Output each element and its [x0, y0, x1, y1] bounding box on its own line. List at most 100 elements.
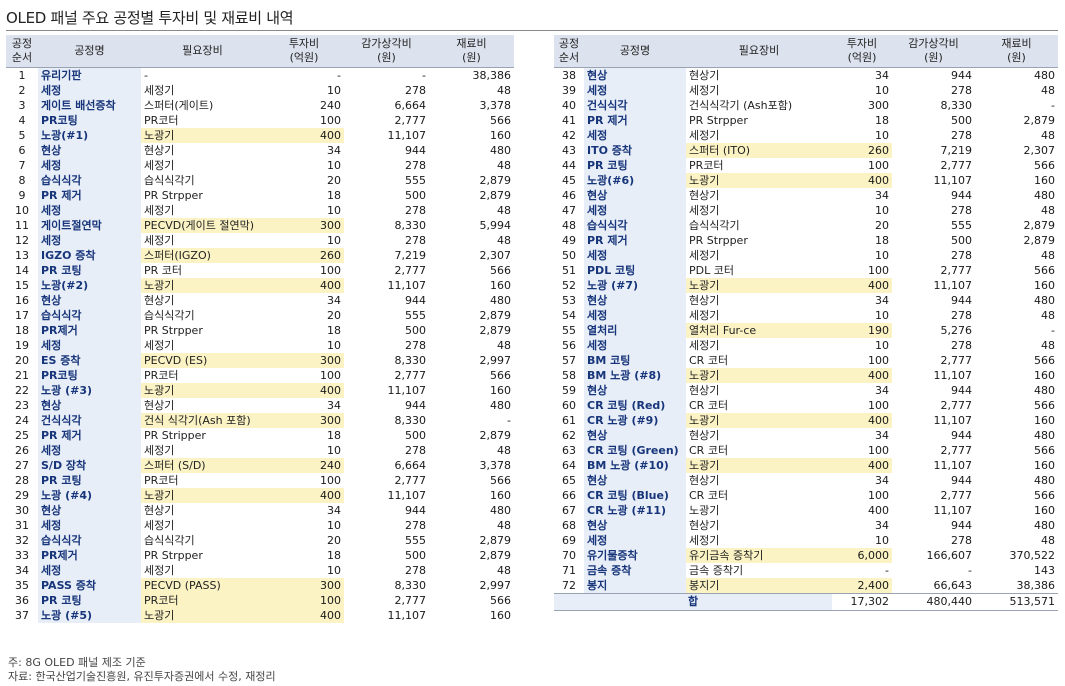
process-name-cell: PR코팅 [38, 113, 141, 128]
table-row: 11 게이트절연막 PECVD(게이트 절연막) 300 8,330 5,994 [6, 218, 514, 233]
equipment-cell: PR코터 [686, 158, 832, 173]
material-cost-cell: - [975, 98, 1058, 113]
process-name-cell: 현상 [584, 293, 686, 308]
material-cost-cell: 48 [975, 83, 1058, 98]
equipment-cell: 현상기 [141, 398, 264, 413]
investment-cell: 10 [264, 338, 344, 353]
material-cost-cell: 566 [975, 158, 1058, 173]
process-seq-cell: 62 [554, 428, 584, 443]
depreciation-cell: 11,107 [344, 608, 429, 623]
table-header-row: 공정 순서 공정명 필요장비 투자비 (억원) 감가상각비 (원) 재료비 (원) [6, 35, 514, 68]
process-name-cell: 현상 [584, 67, 686, 83]
depreciation-cell: 944 [892, 67, 975, 83]
material-cost-cell: 160 [429, 128, 514, 143]
process-name-cell: 현상 [584, 518, 686, 533]
equipment-cell: 세정기 [686, 83, 832, 98]
material-cost-cell: 160 [429, 278, 514, 293]
material-cost-cell: 480 [975, 67, 1058, 83]
header-invest: 투자비 (억원) [832, 35, 892, 68]
equipment-cell: 건식 식각기(Ash 포함) [141, 413, 264, 428]
equipment-cell: 세정기 [686, 533, 832, 548]
equipment-cell: 세정기 [141, 338, 264, 353]
depreciation-cell: 8,330 [344, 218, 429, 233]
investment-cell: 100 [832, 398, 892, 413]
investment-cell: 100 [832, 353, 892, 368]
process-seq-cell: 5 [6, 128, 38, 143]
material-cost-cell: 566 [975, 353, 1058, 368]
material-cost-cell: 2,997 [429, 353, 514, 368]
depreciation-cell: 8,330 [344, 578, 429, 593]
table-row: 6 현상 현상기 34 944 480 [6, 143, 514, 158]
table-row: 25 PR 제거 PR Stripper 18 500 2,879 [6, 428, 514, 443]
equipment-cell: PECVD (PASS) [141, 578, 264, 593]
process-seq-cell: 61 [554, 413, 584, 428]
depreciation-cell: 278 [892, 128, 975, 143]
material-cost-cell: 2,879 [975, 218, 1058, 233]
material-cost-cell: 480 [429, 398, 514, 413]
process-seq-cell: 4 [6, 113, 38, 128]
depreciation-cell: 11,107 [892, 368, 975, 383]
material-cost-cell: 48 [429, 518, 514, 533]
investment-cell: 100 [832, 488, 892, 503]
table-row: 32 습식식각 습식식각기 20 555 2,879 [6, 533, 514, 548]
process-name-cell: PR 코팅 [584, 158, 686, 173]
investment-cell: 100 [832, 158, 892, 173]
process-seq-cell: 31 [6, 518, 38, 533]
process-name-cell: PASS 증착 [38, 578, 141, 593]
process-seq-cell: 52 [554, 278, 584, 293]
depreciation-cell: 6,664 [344, 458, 429, 473]
equipment-cell: 세정기 [141, 443, 264, 458]
equipment-cell: 열처리 Fur-ce [686, 323, 832, 338]
process-name-cell: PR 제거 [584, 113, 686, 128]
investment-cell: 20 [264, 308, 344, 323]
header-equip: 필요장비 [686, 35, 832, 68]
process-name-cell: 세정 [584, 248, 686, 263]
process-seq-cell: 32 [6, 533, 38, 548]
equipment-cell: PR코터 [141, 473, 264, 488]
depreciation-cell: 278 [892, 308, 975, 323]
material-cost-cell: 566 [429, 593, 514, 608]
table-row: 17 습식식각 습식식각기 20 555 2,879 [6, 308, 514, 323]
process-name-cell: CR 코팅 (Blue) [584, 488, 686, 503]
material-cost-cell: 48 [429, 443, 514, 458]
process-seq-cell: 35 [6, 578, 38, 593]
process-seq-cell: 71 [554, 563, 584, 578]
equipment-cell: 노광기 [686, 458, 832, 473]
equipment-cell: 습식식각기 [141, 173, 264, 188]
process-name-cell: CR 코팅 (Red) [584, 398, 686, 413]
equipment-cell: 세정기 [141, 203, 264, 218]
material-cost-cell: 48 [429, 563, 514, 578]
table-row: 52 노광 (#7) 노광기 400 11,107 160 [554, 278, 1058, 293]
depreciation-cell: 6,664 [344, 98, 429, 113]
process-seq-cell: 42 [554, 128, 584, 143]
material-cost-cell: 480 [975, 188, 1058, 203]
equipment-cell: PR 코터 [141, 263, 264, 278]
material-cost-cell: 48 [975, 338, 1058, 353]
process-seq-cell: 47 [554, 203, 584, 218]
investment-cell: 240 [264, 98, 344, 113]
table-row: 24 건식식각 건식 식각기(Ash 포함) 300 8,330- [6, 413, 514, 428]
equipment-cell: 현상기 [686, 293, 832, 308]
table-row: 30 현상 현상기 34 944 480 [6, 503, 514, 518]
investment-cell: 10 [832, 338, 892, 353]
depreciation-cell: 555 [344, 533, 429, 548]
process-seq-cell: 51 [554, 263, 584, 278]
material-cost-cell: 566 [429, 473, 514, 488]
material-cost-cell: 160 [975, 413, 1058, 428]
depreciation-cell: 278 [344, 158, 429, 173]
investment-cell: 10 [264, 158, 344, 173]
depreciation-cell: 8,330 [344, 413, 429, 428]
process-name-cell: PR제거 [38, 323, 141, 338]
process-seq-cell: 28 [6, 473, 38, 488]
equipment-cell: CR 코터 [686, 398, 832, 413]
process-seq-cell: 14 [6, 263, 38, 278]
table-row: 62 현상 현상기 34 944 480 [554, 428, 1058, 443]
process-name-cell: S/D 장착 [38, 458, 141, 473]
investment-cell: 400 [832, 503, 892, 518]
process-name-cell: 습식식각 [38, 308, 141, 323]
table-row: 14 PR 코팅 PR 코터 100 2,777 566 [6, 263, 514, 278]
table-row: 5 노광(#1) 노광기 400 11,107 160 [6, 128, 514, 143]
investment-cell: 190 [832, 323, 892, 338]
process-name-cell: 현상 [584, 383, 686, 398]
material-cost-cell: 160 [975, 173, 1058, 188]
